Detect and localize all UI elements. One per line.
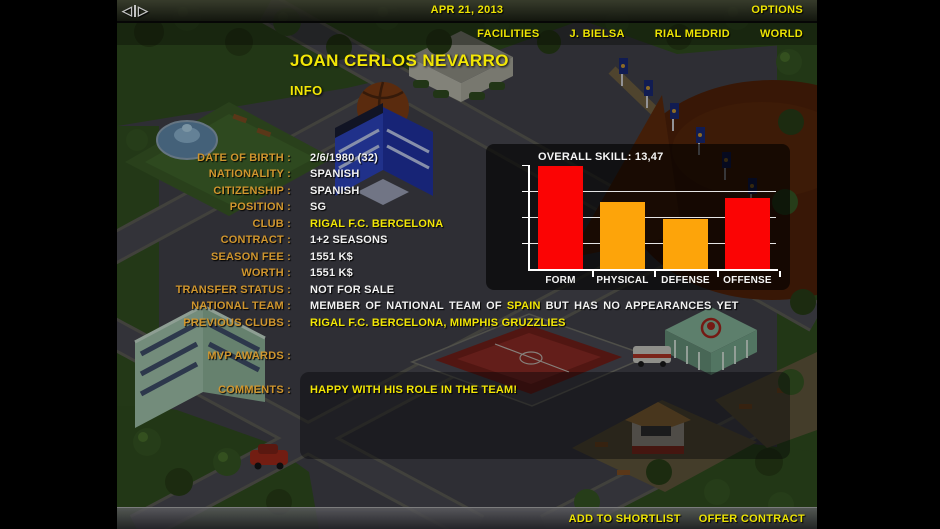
chart-title: OVERALL SKILL: 13,47 xyxy=(538,151,664,163)
field-label: WORTH : xyxy=(241,267,291,279)
field-label: PREVIOUS CLUBS : xyxy=(183,316,291,329)
field-value: 2/6/1980 (32) xyxy=(310,151,379,164)
field-value: SG xyxy=(310,201,327,213)
field-value: SPANISH xyxy=(310,184,360,197)
date-nav: ◁ ▷ xyxy=(122,2,148,19)
skill-bar-offense xyxy=(725,197,770,269)
field-label: CONTRACT : xyxy=(220,234,291,246)
info-row-citizenship: CITIZENSHIP : SPANISH xyxy=(117,185,812,198)
menu-item-facilities[interactable]: FACILITIES xyxy=(477,28,540,40)
top-bar: ◁ ▷ APR 21, 2013 OPTIONS xyxy=(117,0,817,23)
info-row-nationality: NATIONALITY : SPANISH xyxy=(117,168,812,181)
date-display: APR 21, 2013 xyxy=(430,4,504,16)
date-nav-divider-icon xyxy=(134,4,136,17)
y-axis-tick xyxy=(522,217,528,218)
x-axis-tick xyxy=(591,271,594,277)
tab-info[interactable]: INFO xyxy=(290,83,323,98)
y-axis-tick xyxy=(522,165,528,166)
field-value: 1+2 SEASONS xyxy=(310,234,388,246)
x-axis xyxy=(528,269,778,271)
field-value: 1551 K$ xyxy=(310,250,353,263)
field-value: RIGAL F.C. BERCELONA xyxy=(310,217,444,230)
field-label: COMMENTS : xyxy=(218,384,291,396)
comments-panel xyxy=(300,372,790,459)
info-row-season-fee: SEASON FEE : 1551 K$ xyxy=(117,251,812,264)
national-team-text: BUT HAS NO APPEARANCES YET xyxy=(545,300,739,312)
field-value: MEMBER OF NATIONAL TEAM OF SPAIN BUT HAS… xyxy=(310,300,744,313)
field-value: NOT FOR SALE xyxy=(310,283,395,296)
bar-label-physical: PHYSICAL xyxy=(596,275,649,286)
info-row-mvp-awards: MVP AWARDS : xyxy=(117,350,812,363)
skill-bar-form xyxy=(538,166,583,269)
menu-item-coach[interactable]: J. BIELSA xyxy=(569,28,625,40)
player-name: JOAN CERLOS NEVARRO xyxy=(290,51,509,70)
y-axis-tick xyxy=(522,243,528,244)
info-row-national-team: NATIONAL TEAM : MEMBER OF NATIONAL TEAM … xyxy=(117,300,812,313)
chart-gridline xyxy=(530,191,776,192)
field-value: RIGAL F.C. BERCELONA, MIMPHIS GRUZZLIES xyxy=(310,316,566,329)
info-row-contract: CONTRACT : 1+2 SEASONS xyxy=(117,234,812,247)
info-row-date-of-birth: DATE OF BIRTH : 2/6/1980 (32) xyxy=(117,152,812,165)
field-label: TRANSFER STATUS : xyxy=(175,283,291,296)
x-axis-tick xyxy=(716,271,719,277)
menu-item-club[interactable]: RIAL MEDRID xyxy=(654,28,730,40)
bottom-action-bar: ADD TO SHORTLIST OFFER CONTRACT xyxy=(117,507,817,529)
bar-label-defense: DEFENSE xyxy=(661,275,710,286)
menu-bar: FACILITIES J. BIELSA RIAL MEDRID WORLD xyxy=(117,23,817,45)
info-row-club: CLUB : RIGAL F.C. BERCELONA xyxy=(117,218,812,231)
field-value: SPANISH xyxy=(310,168,360,180)
skill-bar-defense xyxy=(663,218,708,269)
bar-label-form: FORM xyxy=(545,275,576,286)
national-team-country: SPAIN xyxy=(506,300,541,312)
field-value: 1551 K$ xyxy=(310,267,353,279)
options-button[interactable]: OPTIONS xyxy=(751,4,803,16)
y-axis xyxy=(528,165,530,271)
comments-value: HAPPY WITH HIS ROLE IN THE TEAM! xyxy=(310,384,518,396)
info-row-position: POSITION : SG xyxy=(117,201,812,214)
y-axis-tick xyxy=(522,191,528,192)
skill-chart-panel: OVERALL SKILL: 13,47 FORM PHYSICAL DEFENSE… xyxy=(486,144,790,290)
offer-contract-button[interactable]: OFFER CONTRACT xyxy=(698,512,805,525)
info-row-comments: COMMENTS : HAPPY WITH HIS ROLE IN THE TE… xyxy=(117,384,812,397)
skill-bar-physical xyxy=(600,202,645,269)
info-row-previous-clubs: PREVIOUS CLUBS : RIGAL F.C. BERCELONA, M… xyxy=(117,317,812,330)
field-label: CLUB : xyxy=(252,217,291,230)
field-label: NATIONALITY : xyxy=(208,168,291,180)
chart-gridline xyxy=(530,243,776,244)
next-date-icon[interactable]: ▷ xyxy=(138,3,148,18)
x-axis-tick xyxy=(778,271,781,277)
menu-item-world[interactable]: WORLD xyxy=(759,28,803,40)
x-axis-tick xyxy=(653,271,656,277)
national-team-text: MEMBER OF NATIONAL TEAM OF xyxy=(310,300,502,312)
field-label: CITIZENSHIP : xyxy=(213,184,291,197)
field-label: DATE OF BIRTH : xyxy=(197,151,291,164)
field-label: MVP AWARDS : xyxy=(207,350,291,362)
info-row-worth: WORTH : 1551 K$ xyxy=(117,267,812,280)
bar-label-offense: OFFENSE xyxy=(723,275,772,286)
field-label: SEASON FEE : xyxy=(210,250,291,263)
field-label: POSITION : xyxy=(229,201,291,213)
prev-date-icon[interactable]: ◁ xyxy=(122,3,132,18)
chart-gridline xyxy=(530,217,776,218)
field-label: NATIONAL TEAM : xyxy=(191,300,291,312)
add-to-shortlist-button[interactable]: ADD TO SHORTLIST xyxy=(568,512,681,525)
info-row-transfer-status: TRANSFER STATUS : NOT FOR SALE xyxy=(117,284,812,297)
